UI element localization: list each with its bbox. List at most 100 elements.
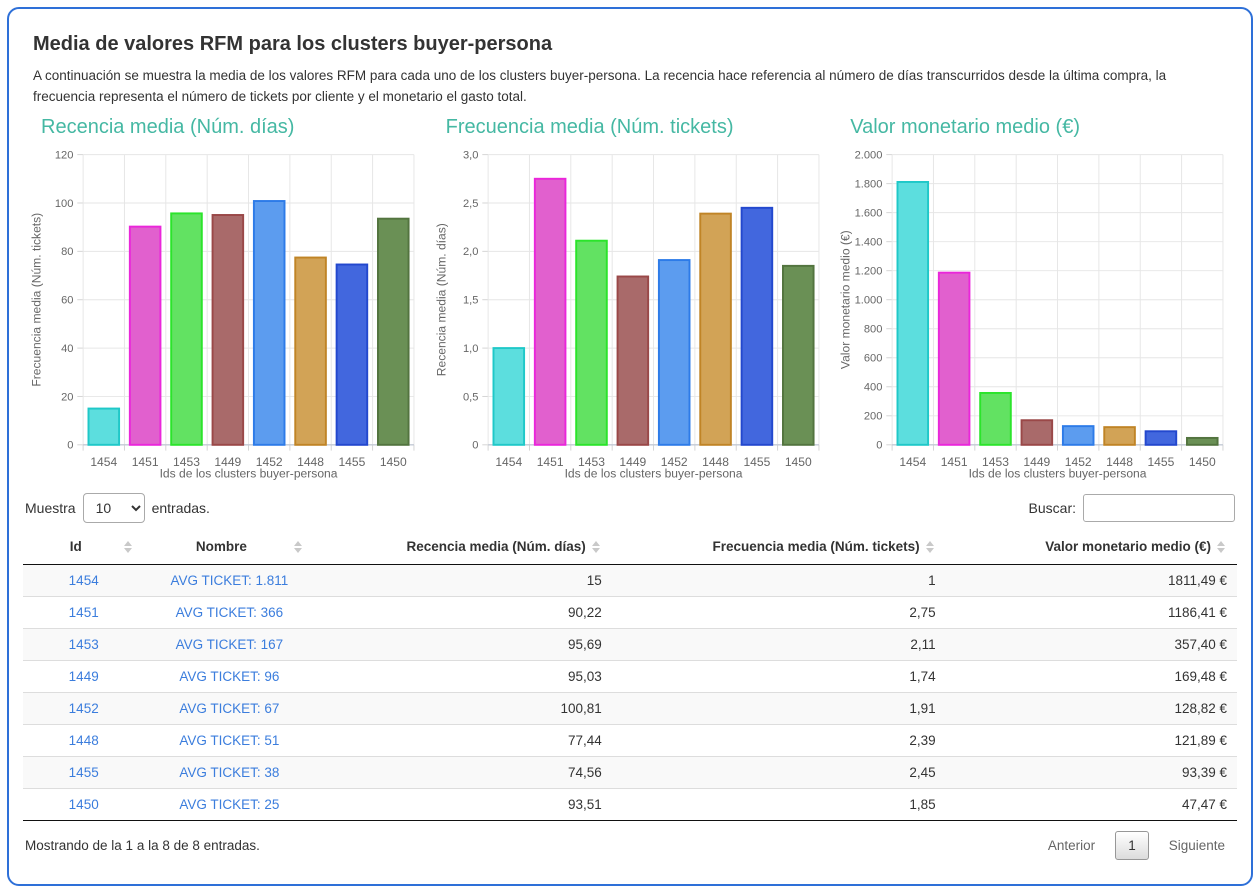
id-link[interactable]: 1453: [68, 637, 99, 653]
page-container: Media de valores RFM para los clusters b…: [7, 7, 1253, 886]
bar-1448[interactable]: [1103, 426, 1137, 446]
recencia-bar-chart: 0 20 40 60 80 100 120 1454 1451 1453 1449 1452 1448 1…: [30, 149, 415, 481]
x-category-label: 1453: [173, 455, 200, 469]
x-category-label: 1448: [297, 455, 324, 469]
id-link[interactable]: 1450: [68, 797, 99, 813]
chart-recencia-title: Recencia media (Núm. días): [41, 115, 295, 138]
search-input[interactable]: [1083, 494, 1235, 523]
nombre-link[interactable]: AVG TICKET: 38: [179, 765, 280, 781]
y-tick-label: 20: [61, 391, 73, 403]
column-header-label: Id: [69, 539, 82, 555]
cell-valor: 128,82 €: [945, 692, 1237, 725]
pagination-previous-button[interactable]: Anterior: [1047, 838, 1096, 854]
page-title: Media de valores RFM para los clusters b…: [33, 33, 553, 55]
x-category-label: 1452: [256, 455, 283, 469]
cell-valor: 121,89 €: [945, 724, 1237, 757]
x-axis-title: Ids de los clusters buyer-persona: [969, 467, 1147, 481]
pagination-next-button[interactable]: Siguiente: [1168, 838, 1225, 854]
nombre-link[interactable]: AVG TICKET: 1.811: [170, 573, 289, 589]
cell-id: 1451: [23, 596, 145, 629]
x-category-label: 1448: [702, 455, 729, 469]
sort-arrows-icon: [294, 540, 303, 553]
pagination: Anterior 1 Siguiente: [1038, 831, 1235, 861]
cell-nombre: AVG TICKET: 366: [144, 596, 315, 629]
bar-1449[interactable]: [211, 213, 245, 446]
bar-1453[interactable]: [574, 239, 608, 446]
id-link[interactable]: 1448: [68, 733, 99, 749]
id-link[interactable]: 1454: [68, 573, 99, 589]
bar-1452[interactable]: [252, 199, 286, 446]
cell-recencia: 100,81: [314, 692, 612, 725]
column-header-0[interactable]: Id: [23, 529, 145, 566]
cell-id: 1454: [23, 564, 145, 597]
bar-1449[interactable]: [616, 275, 649, 446]
cell-id: 1450: [23, 788, 145, 821]
bar-1452[interactable]: [657, 258, 691, 446]
bar-1452[interactable]: [1062, 425, 1095, 446]
nombre-link[interactable]: AVG TICKET: 25: [179, 797, 280, 813]
column-header-2[interactable]: Recencia media (Núm. días): [314, 529, 612, 566]
bar-1455[interactable]: [1144, 430, 1178, 446]
table-header-row: Id Nombre Recencia media (Núm. días) Frecue…: [23, 529, 1237, 566]
cell-valor: 1186,41 €: [945, 596, 1237, 629]
nombre-link[interactable]: AVG TICKET: 67: [179, 701, 280, 717]
bar-1451[interactable]: [533, 177, 567, 446]
cell-frecuencia: 2,11: [611, 628, 946, 661]
chart-valor: Valor monetario medio (€) 0 200 400 600 800 1…: [832, 116, 1237, 484]
bar-1449[interactable]: [1020, 419, 1054, 446]
x-category-label: 1455: [1148, 455, 1175, 469]
y-tick-label: 0,5: [463, 391, 478, 403]
bar-1448[interactable]: [294, 256, 327, 446]
y-tick-label: 1.600: [855, 207, 883, 219]
cell-frecuencia: 1,85: [611, 788, 946, 821]
cell-valor: 357,40 €: [945, 628, 1237, 661]
bar-1450[interactable]: [1186, 436, 1219, 446]
cell-valor: 169,48 €: [945, 660, 1237, 693]
y-tick-label: 200: [864, 411, 883, 423]
column-header-4[interactable]: Valor monetario medio (€): [945, 529, 1237, 566]
column-header-3[interactable]: Frecuencia media (Núm. tickets): [611, 529, 946, 566]
column-header-1[interactable]: Nombre: [144, 529, 315, 566]
bar-1451[interactable]: [938, 271, 971, 446]
page-length-control: Muestra 10 entradas.: [25, 493, 210, 524]
pagination-page-1-button[interactable]: 1: [1115, 831, 1149, 861]
y-tick-label: 0: [472, 440, 478, 452]
bar-1451[interactable]: [128, 225, 162, 446]
bar-1450[interactable]: [377, 217, 410, 446]
column-header-label: Frecuencia media (Núm. tickets): [712, 539, 920, 555]
y-tick-label: 0: [67, 440, 73, 452]
id-link[interactable]: 1452: [68, 701, 99, 717]
nombre-link[interactable]: AVG TICKET: 167: [175, 637, 284, 653]
cell-recencia: 90,22: [314, 596, 612, 629]
cell-nombre: AVG TICKET: 25: [144, 788, 315, 821]
table-row: 1453 AVG TICKET: 167 95,69 2,11 357,40 €: [23, 628, 1237, 661]
nombre-link[interactable]: AVG TICKET: 51: [179, 733, 280, 749]
bar-1454[interactable]: [896, 180, 930, 446]
chart-frecuencia: Frecuencia media (Núm. tickets) 0 0,5 1,0 1…: [428, 116, 833, 484]
cell-id: 1453: [23, 628, 145, 661]
y-tick-label: 120: [55, 149, 74, 161]
id-link[interactable]: 1451: [68, 605, 99, 621]
bar-1454[interactable]: [87, 407, 121, 446]
cell-nombre: AVG TICKET: 167: [144, 628, 315, 661]
x-category-label: 1452: [1065, 455, 1092, 469]
id-link[interactable]: 1455: [68, 765, 99, 781]
nombre-link[interactable]: AVG TICKET: 96: [179, 669, 280, 685]
bar-1455[interactable]: [335, 263, 369, 446]
bar-1453[interactable]: [979, 391, 1013, 446]
x-category-label: 1449: [214, 455, 241, 469]
bar-1448[interactable]: [698, 212, 732, 446]
bar-1453[interactable]: [170, 212, 203, 446]
x-category-label: 1452: [660, 455, 687, 469]
bar-1455[interactable]: [740, 206, 773, 446]
y-tick-label: 2,0: [463, 246, 478, 258]
search-label: Buscar:: [1028, 500, 1076, 517]
page-length-select[interactable]: 10: [82, 493, 145, 524]
bar-1450[interactable]: [781, 264, 815, 446]
x-category-label: 1448: [1106, 455, 1133, 469]
x-category-label: 1455: [338, 455, 365, 469]
bar-1454[interactable]: [492, 346, 525, 446]
id-link[interactable]: 1449: [68, 669, 99, 685]
nombre-link[interactable]: AVG TICKET: 366: [175, 605, 284, 621]
y-tick-label: 1,5: [463, 294, 478, 306]
